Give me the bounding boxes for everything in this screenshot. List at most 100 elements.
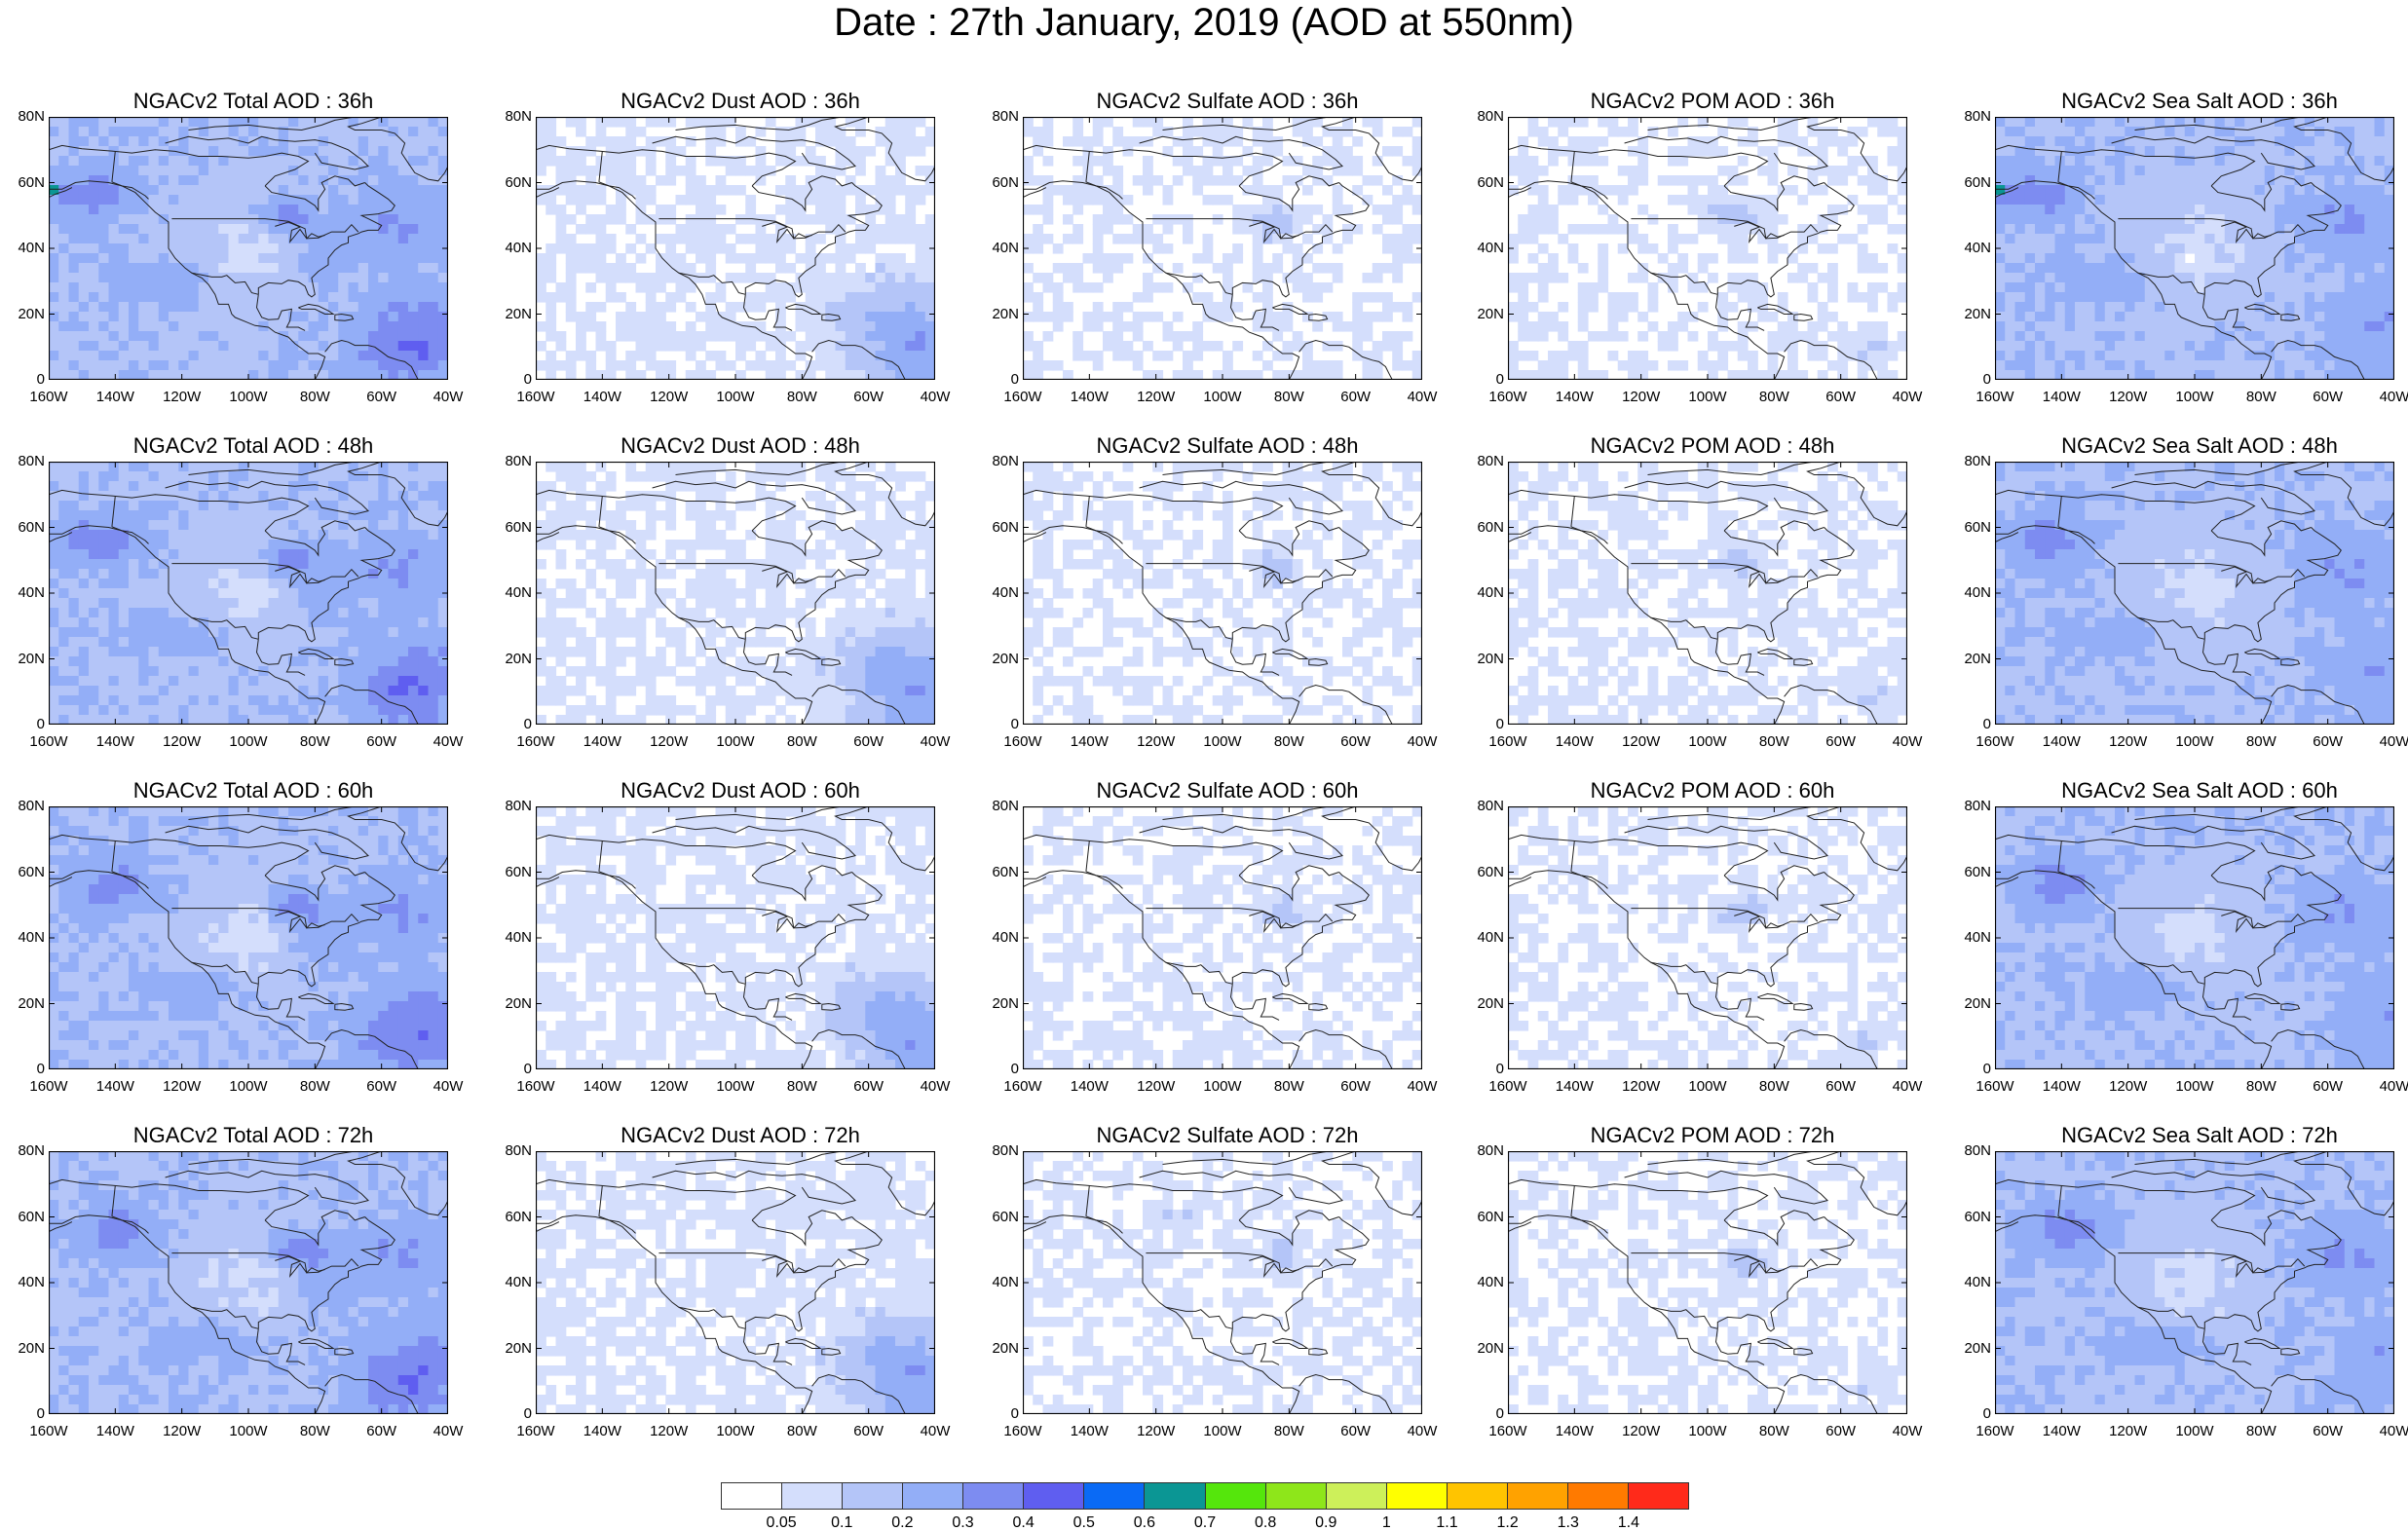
aod-cell	[1232, 370, 1244, 380]
aod-cell	[2064, 282, 2076, 293]
aod-cell	[2214, 166, 2226, 176]
aod-cell	[308, 569, 320, 579]
aod-cell	[2005, 273, 2016, 283]
aod-cell	[228, 510, 240, 521]
aod-cell	[418, 234, 430, 244]
aod-cell	[188, 370, 200, 380]
lon-label: 160W	[1975, 389, 2014, 405]
aod-cell	[1342, 234, 1353, 244]
aod-cell	[397, 588, 409, 599]
aod-cell	[1302, 312, 1313, 322]
aod-cell	[1033, 273, 1044, 283]
aod-cell	[288, 540, 299, 550]
aod-cell	[2294, 136, 2306, 147]
aod-cell	[1518, 312, 1529, 322]
aod-cell	[875, 302, 886, 313]
aod-cell	[388, 520, 399, 531]
aod-cell	[68, 370, 80, 380]
aod-cell	[238, 617, 249, 628]
aod-cell	[1817, 185, 1828, 196]
aod-cell	[875, 351, 886, 361]
aod-cell	[1637, 370, 1649, 380]
aod-cell	[1262, 146, 1273, 157]
aod-cell	[158, 462, 169, 472]
aod-cell	[795, 253, 807, 264]
aod-cell	[1548, 146, 1559, 157]
aod-cell	[656, 360, 666, 371]
aod-cell	[268, 462, 280, 472]
aod-cell	[625, 175, 637, 186]
aod-cell	[616, 292, 626, 303]
aod-cell	[49, 530, 59, 541]
aod-cell	[2334, 302, 2346, 313]
aod-cell	[1223, 370, 1233, 380]
aod-cell	[1362, 321, 1373, 332]
aod-cell	[635, 282, 647, 293]
aod-cell	[1628, 166, 1638, 176]
aod-cell	[705, 117, 717, 128]
aod-cell	[1162, 127, 1174, 137]
aod-cell	[1183, 136, 1193, 147]
aod-cell	[1887, 156, 1899, 167]
aod-cell	[1637, 175, 1649, 186]
aod-cell	[78, 579, 90, 589]
aod-cell	[1527, 370, 1539, 380]
aod-cell	[1995, 156, 2006, 167]
aod-cell	[208, 243, 219, 254]
aod-cell	[437, 205, 448, 215]
aod-cell	[78, 341, 90, 352]
aod-cell	[418, 481, 430, 492]
aod-cell	[1063, 214, 1073, 225]
aod-cell	[2334, 282, 2346, 293]
aod-cell	[357, 185, 369, 196]
aod-cell	[1092, 302, 1104, 313]
aod-cell	[1143, 273, 1153, 283]
aod-cell	[388, 598, 399, 609]
aod-cell	[2275, 136, 2285, 147]
aod-cell	[428, 370, 439, 380]
aod-cell	[2005, 175, 2016, 186]
aod-cell	[198, 234, 209, 244]
coastline	[49, 180, 326, 380]
aod-cell	[1411, 195, 1422, 205]
aod-cell	[1995, 331, 2006, 342]
aod-cell	[1362, 312, 1373, 322]
aod-cell	[2024, 253, 2036, 264]
aod-cell	[895, 360, 906, 371]
aod-cell	[2364, 341, 2376, 352]
aod-cell	[148, 481, 160, 492]
aod-cell	[2324, 282, 2336, 293]
aod-cell	[915, 302, 926, 313]
aod-cell	[665, 292, 677, 303]
aod-cell	[2134, 351, 2146, 361]
aod-cell	[388, 341, 399, 352]
aod-cell	[68, 491, 80, 502]
aod-cell	[248, 471, 259, 482]
aod-cell	[2045, 273, 2056, 283]
aod-cell	[2035, 224, 2046, 235]
aod-cell	[2264, 331, 2276, 342]
aod-cell	[2374, 321, 2386, 332]
aod-cell	[68, 627, 80, 638]
aod-cell	[148, 510, 160, 521]
aod-cell	[2115, 360, 2126, 371]
aod-cell	[845, 331, 856, 342]
aod-cell	[2314, 136, 2325, 147]
aod-cell	[298, 617, 310, 628]
aod-cell	[268, 360, 280, 371]
aod-cell	[308, 540, 320, 550]
aod-cell	[546, 146, 557, 157]
aod-cell	[2244, 166, 2256, 176]
aod-cell	[388, 117, 399, 128]
aod-cell	[645, 331, 657, 342]
aod-cell	[2294, 234, 2306, 244]
aod-cell	[1103, 117, 1113, 128]
aod-cell	[437, 549, 448, 560]
aod-cell	[2314, 214, 2325, 225]
aod-cell	[2324, 253, 2336, 264]
aod-cell	[2244, 331, 2256, 342]
aod-cell	[875, 341, 886, 352]
aod-cell	[338, 588, 350, 599]
aod-cell	[108, 370, 120, 380]
aod-cell	[129, 617, 139, 628]
